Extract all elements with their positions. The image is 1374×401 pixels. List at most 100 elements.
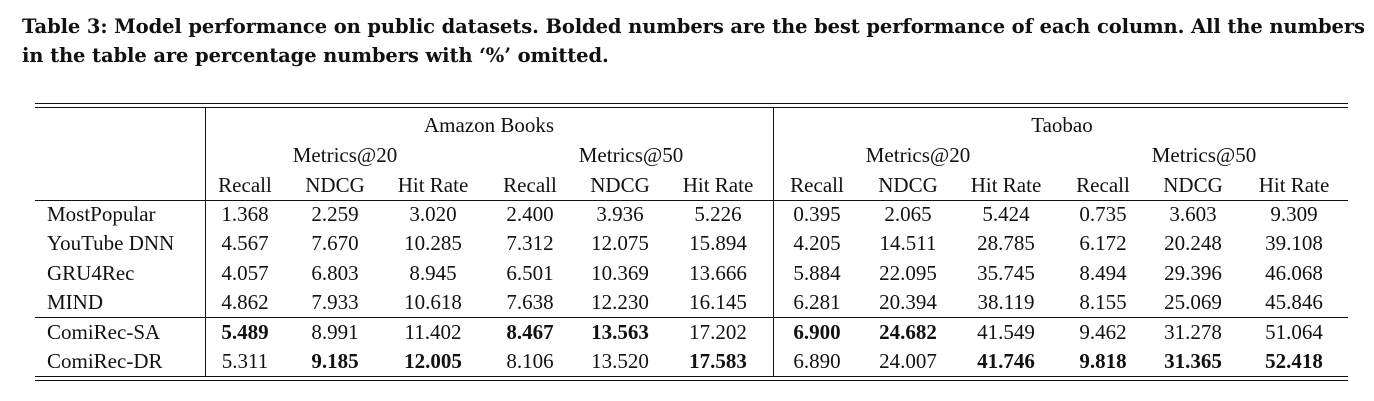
table-cell: 9.185: [311, 349, 359, 373]
group-rule: [35, 317, 1348, 318]
vline-dataset: [773, 108, 774, 376]
table-cell: 10.618: [404, 290, 462, 314]
table-cell: 46.068: [1265, 261, 1323, 285]
table-cell: 28.785: [977, 231, 1035, 255]
metric-group-header: Metrics@50: [578, 143, 684, 167]
table-cell: 10.285: [404, 231, 462, 255]
metric-group-header: Metrics@20: [292, 143, 398, 167]
model-name: MostPopular: [47, 202, 156, 226]
header-rule: [35, 200, 1348, 201]
column-header: Recall: [503, 173, 557, 197]
metric-group-header: Metrics@20: [865, 143, 971, 167]
top-rule-outer: [35, 103, 1348, 104]
column-header: NDCG: [1163, 173, 1223, 197]
table-cell: 39.108: [1265, 231, 1323, 255]
table-cell: 31.278: [1164, 320, 1222, 344]
table-cell: 5.226: [694, 202, 742, 226]
table-cell: 10.369: [591, 261, 649, 285]
dataset-header: Taobao: [1031, 113, 1093, 137]
table-cell: 24.682: [879, 320, 937, 344]
table-cell: 8.106: [506, 349, 554, 373]
table-cell: 12.005: [404, 349, 462, 373]
table-cell: 8.467: [506, 320, 554, 344]
table-cell: 3.020: [409, 202, 457, 226]
table-caption: Table 3: Model performance on public dat…: [22, 15, 1365, 67]
table-cell: 2.065: [884, 202, 932, 226]
column-header: Hit Rate: [1258, 173, 1330, 197]
table-cell: 8.945: [409, 261, 457, 285]
column-header: Recall: [218, 173, 272, 197]
table-cell: 4.205: [793, 231, 841, 255]
dataset-header: Amazon Books: [423, 113, 555, 137]
model-name: ComiRec-SA: [47, 320, 161, 344]
table-cell: 12.230: [591, 290, 649, 314]
table-cell: 7.312: [506, 231, 554, 255]
table-cell: 12.075: [591, 231, 649, 255]
table-cell: 29.396: [1164, 261, 1222, 285]
table-cell: 6.172: [1079, 231, 1127, 255]
table-cell: 2.259: [311, 202, 359, 226]
model-name: GRU4Rec: [47, 261, 135, 285]
column-header: Hit Rate: [970, 173, 1042, 197]
table-cell: 1.368: [221, 202, 269, 226]
table-cell: 9.309: [1270, 202, 1318, 226]
table-cell: 17.202: [689, 320, 747, 344]
table-cell: 51.064: [1265, 320, 1323, 344]
table-cell: 31.365: [1164, 349, 1222, 373]
vline-model: [205, 108, 206, 376]
table-cell: 6.281: [793, 290, 841, 314]
table-cell: 41.549: [977, 320, 1035, 344]
table-cell: 6.501: [506, 261, 554, 285]
table-cell: 11.402: [404, 320, 462, 344]
column-header: Hit Rate: [682, 173, 754, 197]
table-cell: 8.991: [311, 320, 359, 344]
table-cell: 7.670: [311, 231, 359, 255]
top-rule-inner: [35, 107, 1348, 108]
table-cell: 52.418: [1265, 349, 1323, 373]
table-cell: 17.583: [689, 349, 747, 373]
table-cell: 6.890: [793, 349, 841, 373]
table-cell: 5.311: [221, 349, 269, 373]
table-cell: 2.400: [506, 202, 554, 226]
table-cell: 6.900: [793, 320, 841, 344]
table-cell: 6.803: [311, 261, 359, 285]
table-cell: 45.846: [1265, 290, 1323, 314]
table-cell: 5.489: [221, 320, 269, 344]
table-cell: 22.095: [879, 261, 937, 285]
table-cell: 3.936: [596, 202, 644, 226]
table-cell: 4.057: [221, 261, 269, 285]
table-cell: 13.563: [591, 320, 649, 344]
table-cell: 7.933: [311, 290, 359, 314]
table-cell: 14.511: [879, 231, 937, 255]
table-cell: 8.494: [1079, 261, 1127, 285]
model-name: MIND: [47, 290, 103, 314]
bottom-rule-inner: [35, 376, 1348, 377]
model-name: YouTube DNN: [47, 231, 175, 255]
table-cell: 9.818: [1079, 349, 1127, 373]
column-header: Recall: [1076, 173, 1130, 197]
column-header: NDCG: [590, 173, 650, 197]
table-cell: 20.248: [1164, 231, 1222, 255]
table-cell: 20.394: [879, 290, 937, 314]
table-cell: 9.462: [1079, 320, 1127, 344]
table-cell: 0.735: [1079, 202, 1127, 226]
table-cell: 7.638: [506, 290, 554, 314]
table-cell: 8.155: [1079, 290, 1127, 314]
table-cell: 38.119: [977, 290, 1035, 314]
column-header: Hit Rate: [397, 173, 469, 197]
column-header: NDCG: [305, 173, 365, 197]
metric-group-header: Metrics@50: [1151, 143, 1257, 167]
table-cell: 24.007: [879, 349, 937, 373]
table-cell: 13.520: [591, 349, 649, 373]
table-cell: 13.666: [689, 261, 747, 285]
table-cell: 0.395: [793, 202, 841, 226]
table-cell: 4.862: [221, 290, 269, 314]
model-name: ComiRec-DR: [47, 349, 163, 373]
table-cell: 5.884: [793, 261, 841, 285]
table-cell: 16.145: [689, 290, 747, 314]
table-cell: 4.567: [221, 231, 269, 255]
table-cell: 25.069: [1164, 290, 1222, 314]
column-header: Recall: [790, 173, 844, 197]
table-cell: 41.746: [977, 349, 1035, 373]
table-cell: 15.894: [689, 231, 747, 255]
